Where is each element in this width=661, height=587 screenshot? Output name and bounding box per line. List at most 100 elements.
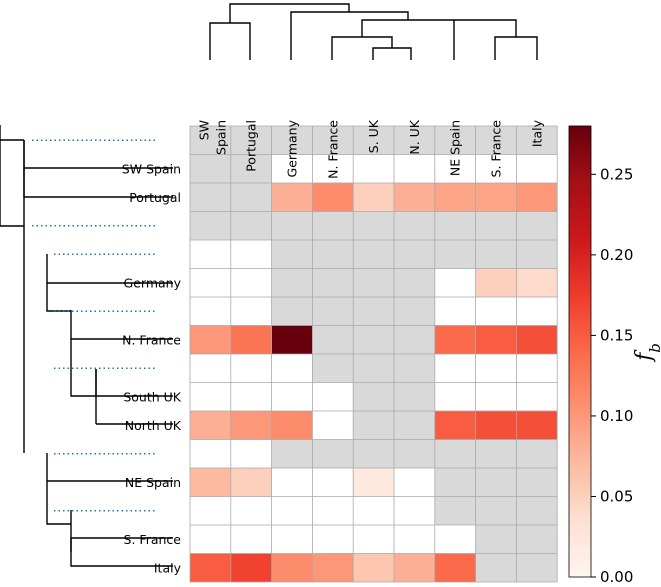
col-dendro-link	[453, 19, 517, 60]
heatmap-cell	[271, 268, 313, 297]
heatmap-cell	[516, 154, 558, 183]
heatmap-cell	[394, 553, 435, 582]
heatmap-cell	[190, 211, 231, 240]
colorbar-tick-label: 0.10	[600, 407, 633, 425]
column-label: S. UK	[366, 119, 381, 153]
heatmap-cell	[434, 211, 476, 240]
heatmap-cell	[475, 183, 517, 212]
heatmap-cell	[434, 553, 476, 582]
heatmap-cell	[353, 411, 394, 440]
heatmap-cell	[394, 268, 435, 297]
heatmap-cell	[434, 240, 476, 269]
heatmap-cell	[394, 468, 435, 497]
heatmap-cell	[312, 496, 354, 525]
heatmap-cell	[475, 496, 517, 525]
heatmap-cell	[230, 154, 272, 183]
heatmap-cell	[271, 154, 313, 183]
heatmap-cell	[353, 439, 394, 468]
heatmap-cell	[312, 183, 354, 212]
heatmap-cell	[475, 268, 517, 297]
heatmap-cell	[312, 154, 354, 183]
heatmap-cell	[271, 211, 313, 240]
heatmap-cell	[475, 325, 517, 354]
heatmap-cell	[394, 240, 435, 269]
heatmap-cell	[312, 297, 354, 326]
heatmap-cell	[190, 240, 231, 269]
heatmap-cell	[434, 297, 476, 326]
row-dendro-link	[46, 283, 71, 312]
heatmap-cell	[190, 439, 231, 468]
row-label: Portugal	[129, 190, 181, 205]
colorbar-title: fb	[632, 343, 661, 363]
heatmap-cell	[516, 183, 558, 212]
heatmap-cell	[434, 126, 476, 155]
heatmap-cell	[475, 126, 517, 155]
heatmap-cells	[190, 126, 558, 582]
heatmap-cell	[516, 496, 558, 525]
heatmap-cell	[353, 468, 394, 497]
heatmap-cell	[271, 325, 313, 354]
heatmap-cell	[394, 439, 435, 468]
col-dendro-link	[361, 19, 454, 37]
heatmap-cell	[271, 183, 313, 212]
heatmap-cell	[516, 439, 558, 468]
colorbar-ticks: 0.00 0.05 0.10 0.15 0.20 0.25	[591, 165, 633, 586]
column-dendrogram	[209, 3, 538, 60]
heatmap-cell	[271, 126, 313, 155]
heatmap-cell	[190, 354, 231, 383]
heatmap-cell	[475, 240, 517, 269]
colorbar-tick-label: 0.15	[600, 326, 633, 344]
colorbar: 0.00 0.05 0.10 0.15 0.20 0.25 fb	[568, 125, 661, 586]
heatmap-cell	[312, 211, 354, 240]
heatmap-cell	[516, 297, 558, 326]
heatmap-cell	[271, 382, 313, 411]
column-label: Portugal	[244, 120, 259, 172]
heatmap-cell	[230, 354, 272, 383]
heatmap-cell	[271, 411, 313, 440]
heatmap-cell	[271, 240, 313, 269]
heatmap-cell	[353, 297, 394, 326]
heatmap-cell	[394, 382, 435, 411]
heatmap-cell	[353, 325, 394, 354]
heatmap-cell	[353, 240, 394, 269]
row-label: South UK	[123, 389, 181, 404]
colorbar-tick-label: 0.20	[600, 246, 633, 264]
heatmap-cell	[312, 325, 354, 354]
heatmap-cell	[434, 439, 476, 468]
heatmap-cell	[190, 325, 231, 354]
heatmap-cell	[434, 496, 476, 525]
heatmap-cell	[434, 325, 476, 354]
heatmap-cell	[271, 553, 313, 582]
heatmap-cell	[271, 496, 313, 525]
heatmap-cell	[516, 268, 558, 297]
heatmap-cell	[434, 468, 476, 497]
heatmap-cell	[353, 268, 394, 297]
col-dendro-link	[209, 22, 251, 60]
heatmap-cell	[475, 297, 517, 326]
heatmap-cell	[190, 411, 231, 440]
heatmap-cell	[516, 126, 558, 155]
heatmap-cell	[230, 468, 272, 497]
row-dendrogram	[0, 125, 173, 567]
heatmap-cell	[312, 411, 354, 440]
heatmap-cell	[312, 525, 354, 554]
heatmap-cell	[353, 154, 394, 183]
heatmap-cell	[312, 439, 354, 468]
heatmap-cell	[394, 496, 435, 525]
heatmap-cell	[475, 553, 517, 582]
row-dendro-link	[46, 481, 71, 525]
heatmap-cell	[353, 553, 394, 582]
row-label: S. France	[124, 532, 182, 547]
heatmap-cell	[394, 126, 435, 155]
heatmap-cell	[475, 211, 517, 240]
heatmap-cell	[271, 525, 313, 554]
heatmap-cell	[394, 354, 435, 383]
heatmap-cell	[394, 411, 435, 440]
row-labels: SW Spain Portugal Germany N. France South UK…	[122, 161, 182, 575]
colorbar-tick-label: 0.25	[600, 165, 633, 183]
col-dendro-link	[290, 11, 409, 60]
heatmap-cell	[312, 468, 354, 497]
row-label: SW Spain	[122, 161, 181, 176]
heatmap-cell	[271, 297, 313, 326]
row-dendro-link	[0, 225, 25, 254]
